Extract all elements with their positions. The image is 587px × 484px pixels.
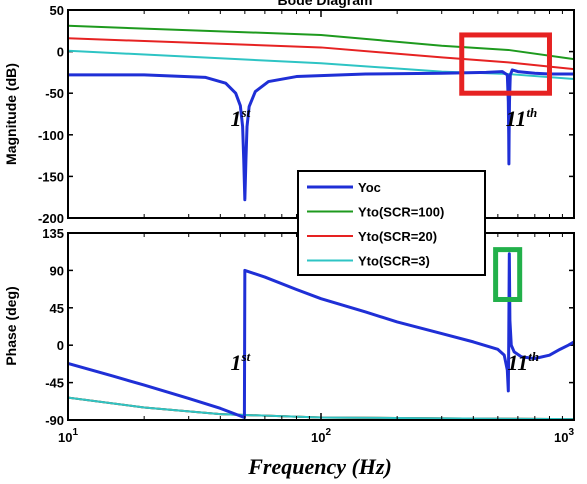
magnitude-panel: 50 0 -50 -100 -150 -200 Magnitude (dB) 1st 11t… — [3, 3, 575, 226]
legend-label: Yto(SCR=20) — [358, 229, 437, 244]
magnitude-harmonic-annotation: 1st — [231, 105, 251, 131]
phase-y-tick-label: 90 — [50, 263, 64, 278]
magnitude-y-tick-label: -200 — [38, 211, 64, 226]
phase-panel: 135 90 45 0 -45 -90 Phase (deg) 1st 11th — [3, 226, 575, 428]
magnitude-series-yto-scr-20- — [68, 37, 574, 71]
x-tick-label: 101 — [58, 427, 78, 445]
legend-label: Yto(SCR=100) — [358, 205, 444, 220]
magnitude-series-yto-scr-3- — [68, 49, 574, 81]
phase-harmonic-annotation: 11th — [507, 349, 539, 375]
legend-label: Yto(SCR=3) — [358, 254, 430, 269]
phase-y-tick-label: -90 — [45, 413, 64, 428]
legend-label: Yoc — [358, 180, 381, 195]
magnitude-series-yoc — [68, 68, 574, 202]
magnitude-y-tick-label: -50 — [45, 86, 64, 101]
phase-series-yoc — [68, 252, 574, 420]
phase-highlight-box — [493, 247, 523, 302]
magnitude-y-tick-label: 50 — [50, 3, 64, 18]
legend: Yoc Yto(SCR=100) Yto(SCR=20) Yto(SCR=3) — [297, 170, 486, 276]
magnitude-y-tick-label: -100 — [38, 128, 64, 143]
x-tick-label: 102 — [311, 427, 331, 445]
phase-series-yto-scr-3- — [68, 396, 574, 420]
magnitude-y-tick-label: -150 — [38, 169, 64, 184]
x-tick-label: 103 — [554, 427, 574, 445]
x-axis-label: Frequency (Hz) — [247, 454, 392, 479]
magnitude-harmonic-annotation: 11th — [506, 105, 538, 131]
phase-harmonic-annotation: 1st — [231, 349, 251, 375]
magnitude-highlight-box — [459, 32, 552, 96]
phase-y-tick-label: 45 — [50, 301, 64, 316]
magnitude-y-tick-label: 0 — [57, 45, 64, 60]
phase-y-label: Phase (deg) — [3, 286, 19, 365]
magnitude-y-label: Magnitude (dB) — [3, 63, 19, 165]
magnitude-series-yto-scr-100- — [68, 24, 574, 61]
chart-title: Bode Diagram — [278, 0, 373, 8]
phase-y-tick-label: -45 — [45, 376, 64, 391]
phase-y-tick-label: 135 — [42, 226, 64, 241]
phase-y-tick-label: 0 — [57, 338, 64, 353]
